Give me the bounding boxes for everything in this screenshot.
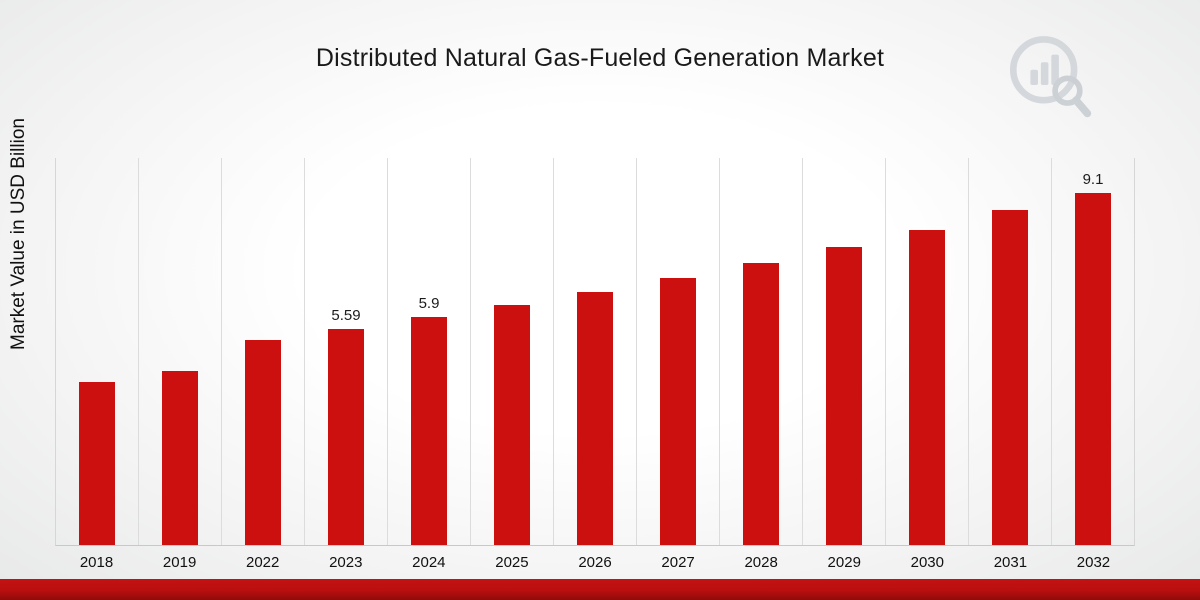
x-tick-2023: 2023 (329, 554, 363, 571)
x-tick-2022: 2022 (246, 554, 280, 571)
bar-column-2027 (637, 158, 720, 545)
bar-2024 (411, 316, 447, 545)
bar-column-2025 (471, 158, 554, 545)
bar-value-label: 9.1 (1082, 170, 1104, 188)
bar-column-2026 (554, 158, 637, 545)
bar-value-label: 5.59 (331, 306, 361, 324)
bar-column-2019 (139, 158, 222, 545)
x-tick-2030: 2030 (910, 554, 944, 571)
bar-2030 (909, 229, 945, 545)
y-axis-label: Market Value in USD Billion (8, 118, 29, 350)
bar-2023 (328, 328, 364, 545)
x-tick-2028: 2028 (744, 554, 778, 571)
bar-2018 (79, 382, 115, 545)
bar-2028 (743, 262, 779, 545)
x-tick-2025: 2025 (495, 554, 529, 571)
x-tick-2019: 2019 (162, 554, 197, 571)
x-tick-2027: 2027 (661, 554, 695, 571)
x-tick-2024: 2024 (412, 554, 446, 571)
bar-2019 (162, 370, 198, 545)
bar-column-2022 (222, 158, 305, 545)
bar-column-2029 (803, 158, 886, 545)
bar-column-2031 (969, 158, 1052, 545)
x-tick-2029: 2029 (827, 554, 861, 571)
bar-2026 (577, 291, 613, 545)
bar-2025 (494, 305, 530, 545)
x-tick-2032: 2032 (1076, 554, 1111, 571)
x-tick-2031: 2031 (993, 554, 1028, 571)
bar-column-2024: 5.9 (388, 158, 471, 545)
bar-chart-magnifier-logo (1000, 28, 1095, 123)
bar-2027 (660, 277, 696, 545)
logo-graphic (1009, 36, 1092, 118)
bar-column-2028 (720, 158, 803, 545)
bar-2031 (992, 210, 1028, 545)
bar-column-2030 (886, 158, 969, 545)
x-tick-2026: 2026 (578, 554, 612, 571)
bar-value-label: 5.9 (418, 294, 440, 312)
x-axis: 2018 2019 2022 2023 2024 2025 2026 2027 2028 2029… (55, 554, 1135, 571)
x-tick-2018: 2018 (79, 554, 114, 571)
bar-column-2023: 5.59 (305, 158, 388, 545)
bar-2029 (826, 247, 862, 545)
bar-2032 (1075, 192, 1111, 545)
footer-accent-bar (0, 579, 1200, 600)
plot-area: 5.59 5.9 9.1 (55, 158, 1135, 546)
bar-column-2032: 9.1 (1052, 158, 1134, 545)
bar-2022 (245, 339, 281, 545)
bar-column-2018 (56, 158, 139, 545)
chart-title: Distributed Natural Gas-Fueled Generatio… (315, 44, 885, 72)
bar-chart: 5.59 5.9 9.1 2018 2019 2022 2023 2024 2025 2026 2… (55, 158, 1135, 571)
